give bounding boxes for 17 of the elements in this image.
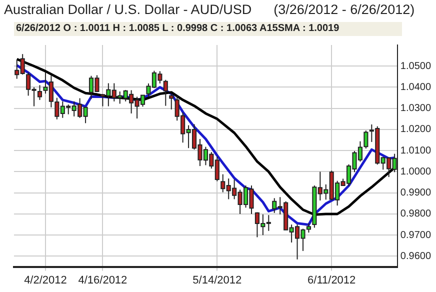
y-tick-label: 0.9700 bbox=[400, 230, 432, 241]
y-tick-label: 1.0000 bbox=[400, 166, 432, 178]
y-tick-label: 1.0200 bbox=[400, 124, 432, 136]
y-tick-label: 1.0500 bbox=[400, 60, 432, 72]
y-tick-label: 0.9900 bbox=[400, 188, 432, 199]
x-tick-label: 6/11/2012 bbox=[308, 274, 356, 286]
y-tick-label: 0.9600 bbox=[400, 250, 432, 262]
x-tick-label: 4/2/2012 bbox=[24, 274, 67, 286]
y-tick-label: 0.9800 bbox=[400, 208, 432, 220]
y-tick-label: 1.0300 bbox=[400, 103, 432, 114]
chart-subtitle: (3/26/2012 - 6/26/2012) bbox=[274, 2, 415, 17]
y-tick-label: 1.0100 bbox=[400, 145, 432, 156]
x-tick-label: 5/14/2012 bbox=[192, 274, 242, 286]
x-tick-label: 4/16/2012 bbox=[78, 274, 128, 286]
chart-title: Australian Dollar / U.S. Dollar - AUD/USD bbox=[4, 2, 252, 17]
y-tick-label: 1.0400 bbox=[400, 82, 432, 93]
text: 6/26/2012 O : 1.0011 H : 1.0085 L : 0.9998 C : 1.0063 A15SMA : 1.0019 bbox=[14, 22, 402, 36]
